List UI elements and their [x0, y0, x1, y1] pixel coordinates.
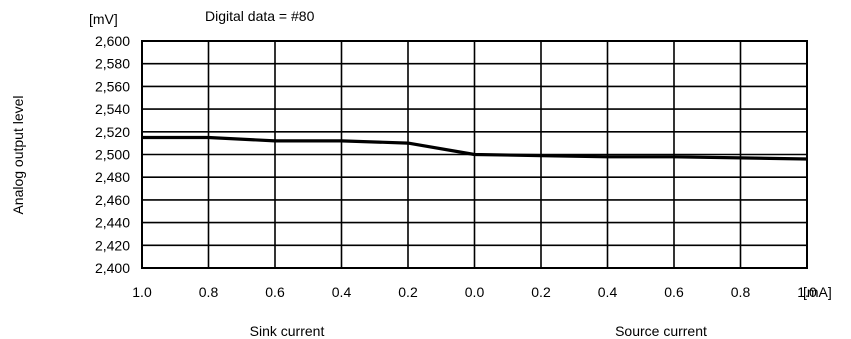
x-tick-label: 1.0 [797, 284, 817, 300]
x-tick-label: 0.6 [664, 284, 684, 300]
y-tick-label: 2,580 [95, 56, 130, 72]
x-tick-label: 0.2 [398, 284, 418, 300]
y-tick-label: 2,480 [95, 169, 130, 185]
y-unit-label: [mV] [89, 11, 118, 27]
y-tick-label: 2,420 [95, 237, 130, 253]
y-tick-label: 2,460 [95, 192, 130, 208]
y-tick-label: 2,560 [95, 78, 130, 94]
x-tick-label: 1.0 [132, 284, 152, 300]
y-tick-label: 2,500 [95, 147, 130, 163]
y-tick-label: 2,540 [95, 101, 130, 117]
x-tick-label: 0.4 [332, 284, 352, 300]
x-tick-label: 0.4 [598, 284, 618, 300]
y-tick-label: 2,400 [95, 260, 130, 276]
x-tick-label: 0.6 [265, 284, 285, 300]
series-layer [142, 135, 808, 161]
y-tick-label: 2,600 [95, 33, 130, 49]
x-tick-label: 0.8 [199, 284, 219, 300]
x-tick-label: 0.0 [465, 284, 485, 300]
sink-current-label: Sink current [250, 323, 325, 339]
x-tick-label: 0.8 [731, 284, 751, 300]
x-unit-label: [mA] [803, 284, 832, 300]
series-line [142, 135, 808, 161]
x-tick-label: 0.2 [531, 284, 551, 300]
source-current-label: Source current [615, 323, 707, 339]
plot-frame [141, 40, 808, 269]
y-tick-label: 2,520 [95, 124, 130, 140]
chart-title: Digital data = #80 [205, 8, 315, 24]
labels: Digital data = #80 [mV] Analog output le… [10, 8, 832, 339]
y-tick-label: 2,440 [95, 215, 130, 231]
y-axis-label: Analog output level [10, 95, 26, 214]
